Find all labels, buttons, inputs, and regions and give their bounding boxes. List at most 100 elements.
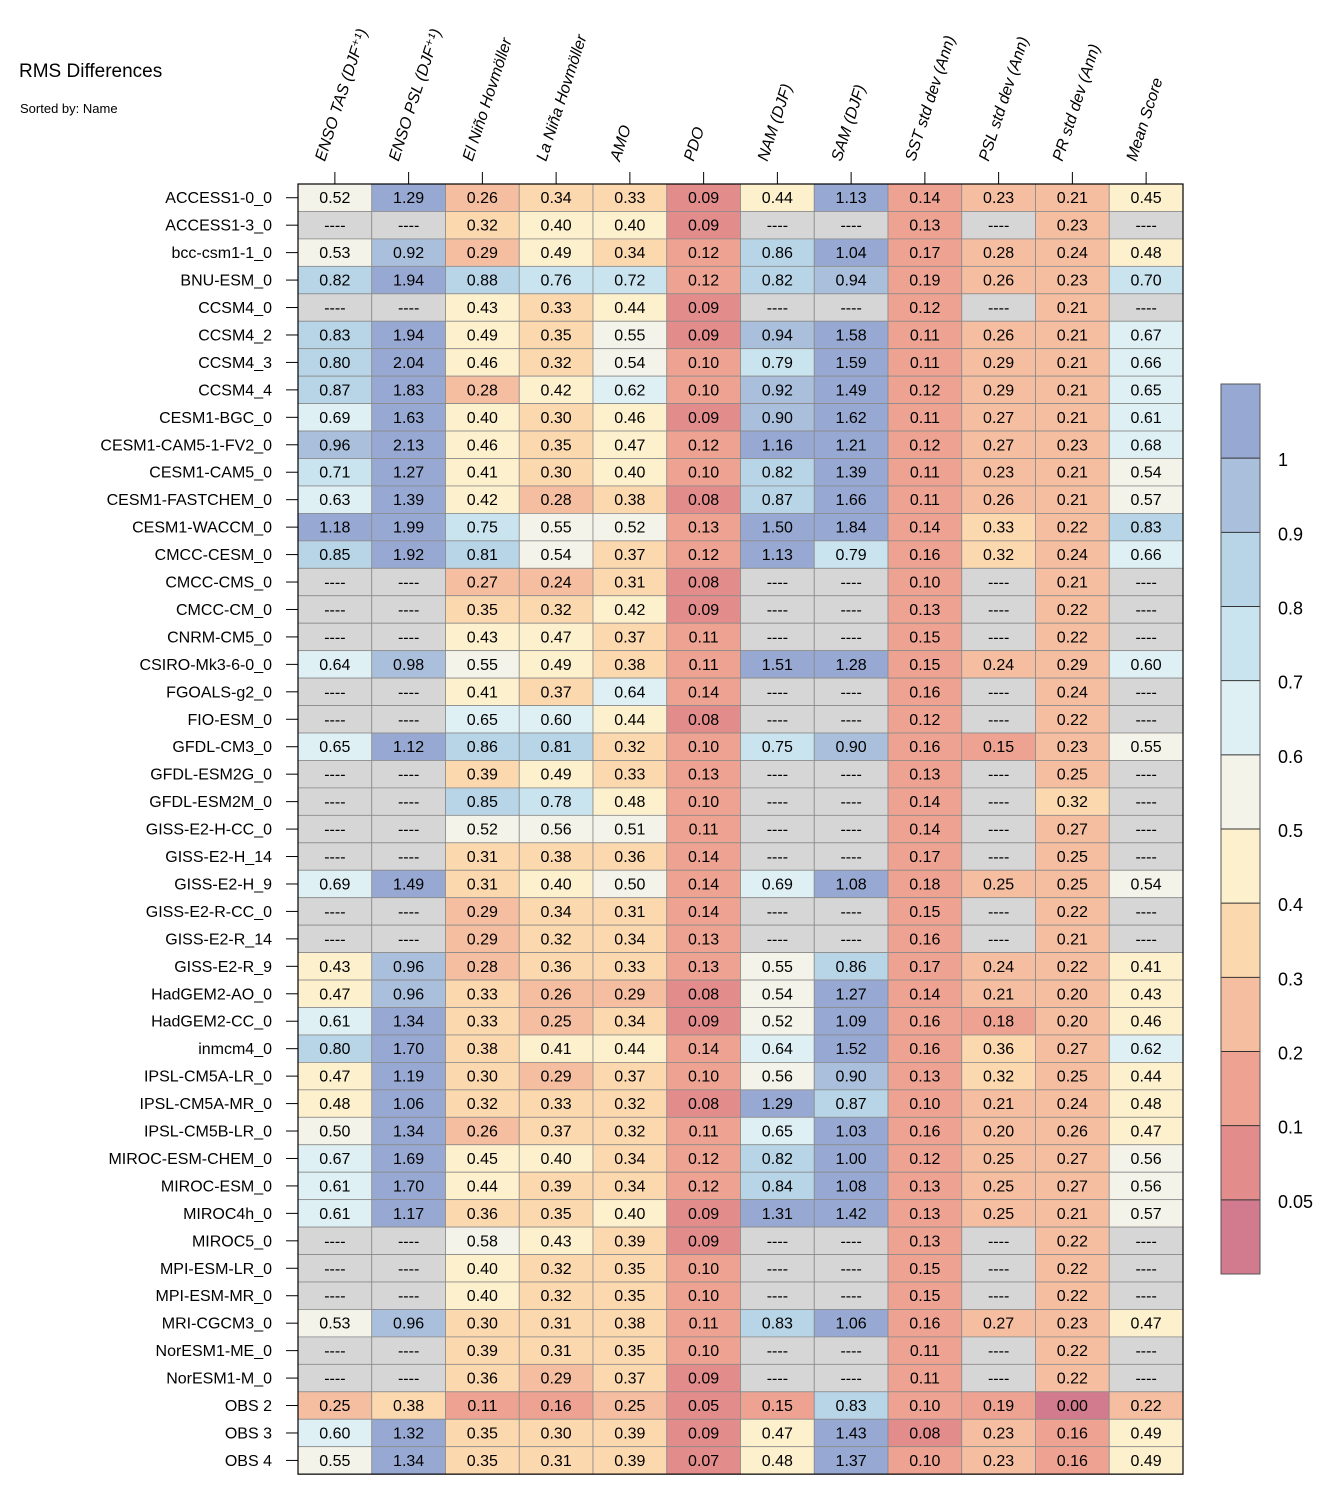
heatmap-cell xyxy=(887,513,963,542)
cell-value: 0.26 xyxy=(467,1124,498,1141)
heatmap-cell xyxy=(445,869,520,899)
heatmap-cell xyxy=(445,513,520,542)
heatmap-cell xyxy=(1035,924,1110,954)
cell-value: 0.33 xyxy=(614,767,645,784)
cell-value: 0.48 xyxy=(319,1096,350,1113)
cell-value: 0.56 xyxy=(1131,1151,1162,1168)
cell-value: 0.32 xyxy=(541,602,572,619)
heatmap-cell xyxy=(297,1199,373,1228)
heatmap-cell xyxy=(887,265,963,295)
heatmap-cell xyxy=(961,622,1036,652)
cell-value: 0.32 xyxy=(614,1124,645,1141)
cell-value: 0.23 xyxy=(1057,273,1088,290)
heatmap-cell xyxy=(1035,814,1110,844)
cell-value: 0.30 xyxy=(541,410,572,427)
heatmap-cell xyxy=(1108,567,1184,597)
cell-value: 0.29 xyxy=(467,904,498,921)
heatmap-cell xyxy=(592,458,668,487)
row-label: OBS 4 xyxy=(225,1453,272,1470)
heatmap-cell xyxy=(371,1309,446,1338)
column-label: ENSO PSL (DJF⁺¹) xyxy=(386,27,445,163)
cell-value: 1.19 xyxy=(393,1069,424,1086)
cell-value: 0.98 xyxy=(393,657,424,674)
cell-value: 0.75 xyxy=(762,739,793,756)
cell-value: 0.26 xyxy=(983,273,1014,290)
cell-value: 0.39 xyxy=(467,1343,498,1360)
heatmap-cell xyxy=(813,622,889,652)
cell-value: 1.84 xyxy=(836,520,867,537)
heatmap-cell xyxy=(518,375,594,404)
cell-value: 0.41 xyxy=(1131,959,1162,976)
colorbar-swatch xyxy=(1221,903,1260,978)
cell-value: ---- xyxy=(1135,1261,1156,1278)
heatmap-cell xyxy=(297,513,373,542)
heatmap-cell xyxy=(1035,1199,1110,1228)
cell-value: 0.86 xyxy=(467,739,498,756)
heatmap-cell xyxy=(1108,1336,1184,1365)
cell-value: 0.11 xyxy=(689,822,719,839)
heatmap-cell xyxy=(371,622,446,652)
cell-value: 1.13 xyxy=(762,547,793,564)
cell-value: 0.49 xyxy=(541,767,572,784)
colorbar-label: 0.2 xyxy=(1278,1044,1303,1064)
cell-value: ---- xyxy=(840,218,861,235)
row-label: CCSM4_0 xyxy=(198,300,272,317)
heatmap-cell xyxy=(445,814,520,844)
cell-value: 0.32 xyxy=(541,355,572,372)
heatmap-cell xyxy=(666,979,741,1008)
cell-value: 1.99 xyxy=(393,520,424,537)
cell-value: ---- xyxy=(324,849,345,866)
cell-value: ---- xyxy=(988,1233,1009,1250)
colorbar-label: 0.8 xyxy=(1278,599,1303,619)
colorbar-swatch xyxy=(1221,829,1260,904)
cell-value: 0.90 xyxy=(762,410,793,427)
cell-value: ---- xyxy=(840,629,861,646)
cell-value: 0.25 xyxy=(983,1151,1014,1168)
cell-value: 0.14 xyxy=(688,904,719,921)
heatmap-cell xyxy=(371,1171,446,1201)
cell-value: 0.12 xyxy=(909,437,940,454)
cell-value: 0.31 xyxy=(614,904,645,921)
heatmap-cell xyxy=(371,320,446,350)
cell-value: 0.13 xyxy=(688,767,719,784)
heatmap-cell xyxy=(518,211,594,240)
heatmap-cell xyxy=(1035,485,1110,514)
cell-value: 0.14 xyxy=(909,986,940,1003)
colorbar-label: 0.05 xyxy=(1278,1192,1313,1212)
heatmap-cell xyxy=(371,567,446,597)
heatmap-cell xyxy=(666,1363,741,1393)
cell-value: 0.96 xyxy=(393,986,424,1003)
heatmap-cell xyxy=(666,1199,741,1228)
heatmap-cell xyxy=(813,979,889,1008)
row-label: HadGEM2-CC_0 xyxy=(151,1014,272,1031)
cell-value: 0.38 xyxy=(393,1398,424,1415)
cell-value: 0.55 xyxy=(762,959,793,976)
heatmap-cells: 0.52 1.29 0.26 0.34 0.33 0.09 0.44 1.13 0.14 0.23… xyxy=(297,183,1184,1475)
cell-value: ---- xyxy=(398,1261,419,1278)
column-labels: ENSO TAS (DJF⁺¹) ENSO PSL (DJF⁺¹) El Niño … xyxy=(313,27,1167,184)
row-label: GFDL-ESM2G_0 xyxy=(150,767,272,784)
cell-value: 0.13 xyxy=(909,1069,940,1086)
heatmap-cell xyxy=(961,238,1036,267)
cell-value: 1.06 xyxy=(393,1096,424,1113)
heatmap-cell xyxy=(887,1363,963,1393)
heatmap-cell xyxy=(1035,842,1110,871)
heatmap-cell xyxy=(592,1034,668,1063)
heatmap-cell xyxy=(813,1144,889,1173)
colorbar-label: 1 xyxy=(1278,450,1288,470)
cell-value: 0.35 xyxy=(541,437,572,454)
cell-value: ---- xyxy=(767,712,788,729)
heatmap-cell xyxy=(592,1171,668,1201)
heatmap-cell xyxy=(887,1089,963,1118)
cell-value: ---- xyxy=(767,1371,788,1388)
cell-value: 0.35 xyxy=(614,1288,645,1305)
cell-value: ---- xyxy=(1135,794,1156,811)
cell-value: 0.15 xyxy=(909,1261,940,1278)
cell-value: 0.87 xyxy=(319,382,350,399)
cell-value: 0.08 xyxy=(688,575,719,592)
heatmap-cell xyxy=(961,842,1036,871)
cell-value: 0.22 xyxy=(1057,1371,1088,1388)
heatmap-cell xyxy=(887,1007,963,1036)
cell-value: 0.75 xyxy=(467,520,498,537)
